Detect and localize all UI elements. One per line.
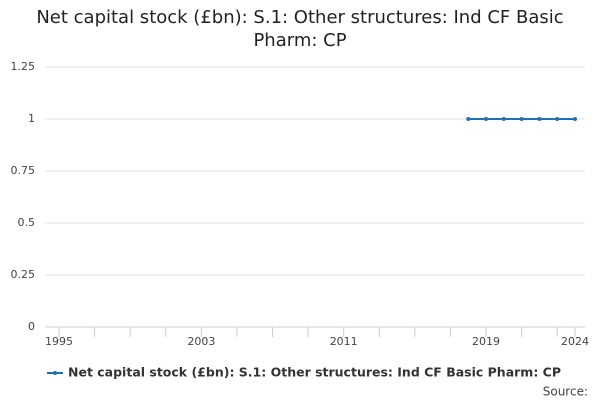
y-tick-label: 1 — [28, 112, 35, 125]
x-tick-label: 2011 — [330, 335, 358, 348]
chart-title: Net capital stock (£bn): S.1: Other stru… — [36, 7, 564, 51]
y-tick-label: 0.75 — [11, 164, 36, 177]
x-tick-label: 2019 — [472, 335, 500, 348]
x-tick-label: 2003 — [187, 335, 215, 348]
y-tick-label: 0 — [28, 320, 35, 333]
point — [466, 117, 471, 121]
point — [484, 117, 489, 121]
y-tick-label: 0.25 — [11, 268, 36, 281]
x-tick-label: 1995 — [45, 335, 73, 348]
point — [573, 117, 577, 121]
point — [537, 117, 542, 121]
y-tick-label: 0.5 — [18, 216, 36, 229]
point — [555, 117, 560, 121]
y-tick-label: 1.25 — [11, 60, 36, 73]
point — [519, 117, 524, 121]
legend-label: Net capital stock (£bn): S.1: Other stru… — [68, 365, 561, 380]
source: Source: — [543, 385, 588, 399]
x-tick-label: 2024 — [561, 335, 589, 348]
legend-swatch-dot — [53, 371, 57, 375]
point — [501, 117, 506, 121]
